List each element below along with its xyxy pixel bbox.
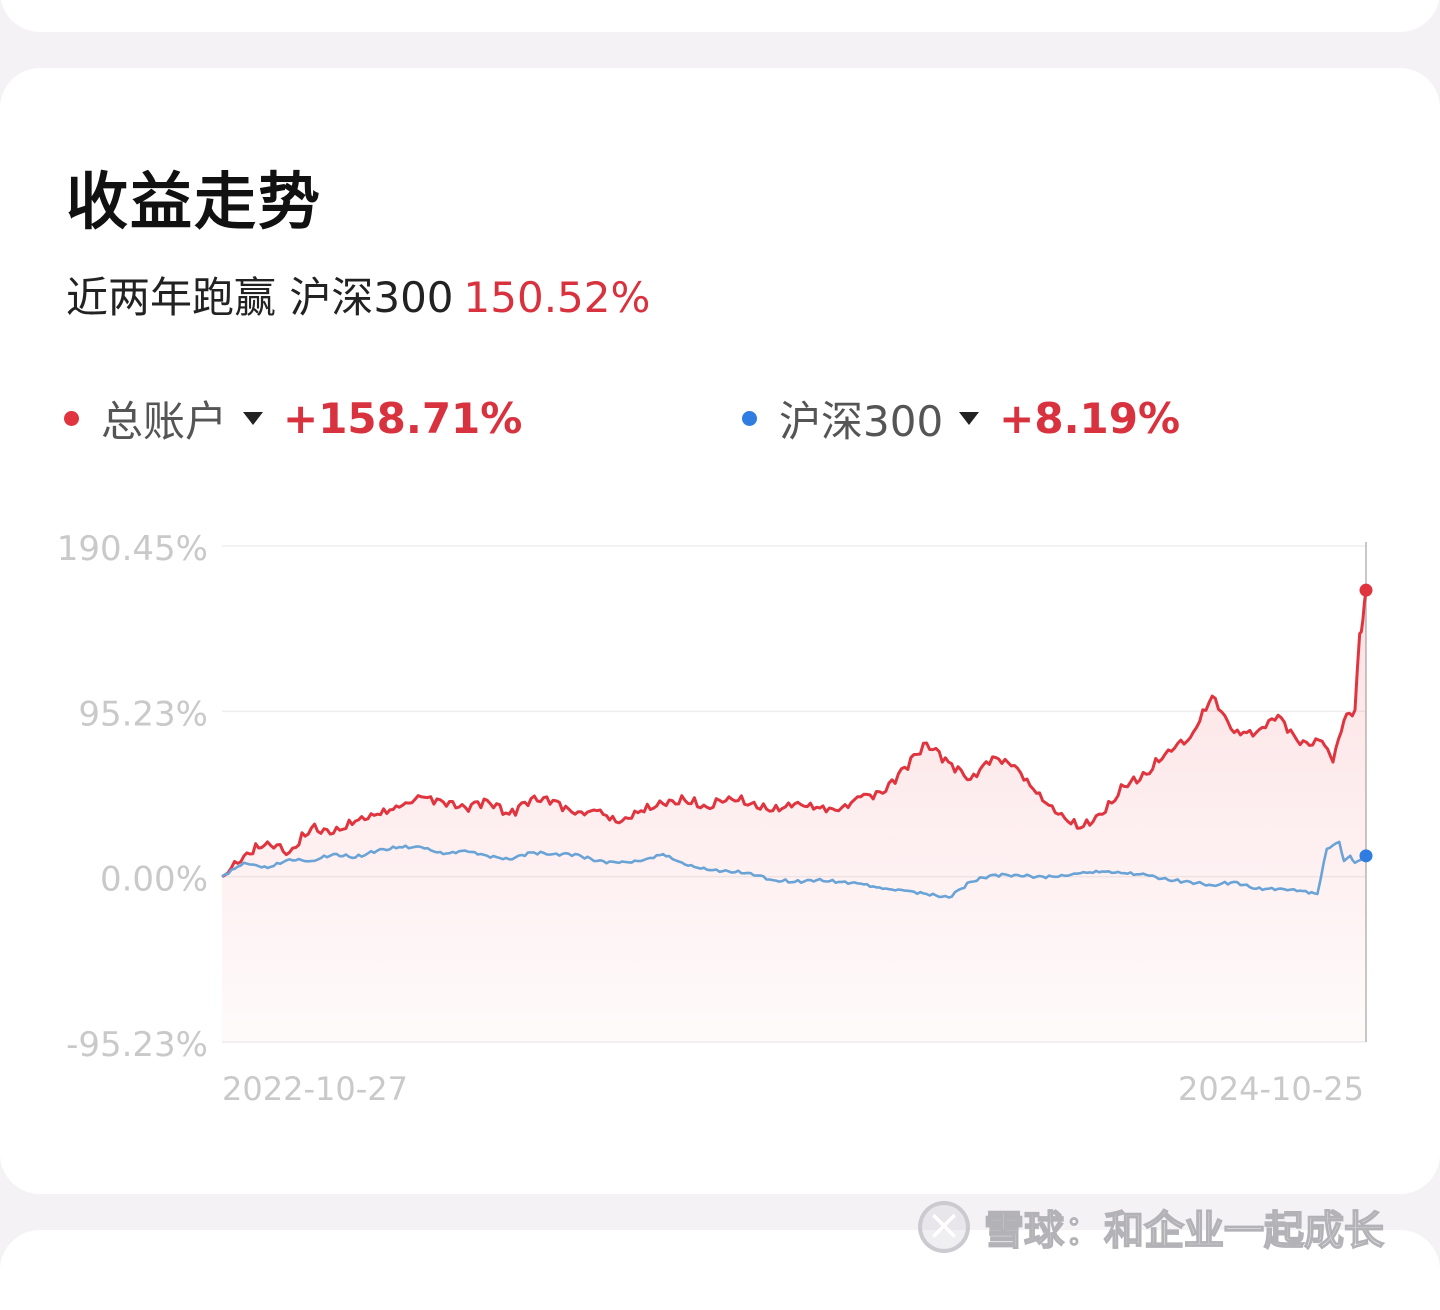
page-title: 收益走势 <box>66 165 323 238</box>
series-line <box>221 590 1368 879</box>
legend-name: 总账户 <box>101 396 228 446</box>
y-tick-label: -95.23% <box>66 1025 208 1065</box>
watermark-text: 雪球：和企业一起成长 <box>983 1207 1385 1255</box>
outperformance-label: 近两年跑赢 沪深300 <box>66 273 454 322</box>
y-tick-label: 95.23% <box>78 694 208 734</box>
snowball-logo-icon: ⨉ <box>918 1201 970 1253</box>
legend-value: +8.19% <box>999 393 1181 443</box>
legend-csi300[interactable]: 沪深300 +8.19% <box>742 388 1180 448</box>
legend-name: 沪深300 <box>779 396 944 446</box>
legend-value: +158.71% <box>283 393 523 443</box>
outperformance-value: 150.52% <box>463 273 651 322</box>
watermark: ⨉ 雪球：和企业一起成长 <box>918 1196 1385 1258</box>
legend-total-account[interactable]: 总账户 +158.71% <box>64 388 522 448</box>
legend-dot-icon <box>742 410 757 426</box>
series-end-marker <box>1359 849 1373 863</box>
returns-line-chart[interactable]: 190.45% 95.23% 0.00% -95.23% 2022-10-27 2024-… <box>0 520 1440 1120</box>
caret-down-icon[interactable] <box>959 411 980 425</box>
x-tick-label: 2022-10-27 <box>222 1070 408 1108</box>
x-tick-label: 2024-10-25 <box>1178 1070 1364 1108</box>
legend-dot-icon <box>64 410 79 426</box>
y-tick-label: 190.45% <box>57 529 208 569</box>
y-tick-label: 0.00% <box>100 860 208 900</box>
outperformance-summary: 近两年跑赢 沪深300 150.52% <box>66 268 650 328</box>
series-end-marker <box>1359 583 1373 597</box>
series-area <box>222 590 1366 1042</box>
previous-card <box>0 0 1440 32</box>
series-line <box>221 840 1367 899</box>
caret-down-icon[interactable] <box>243 411 264 425</box>
